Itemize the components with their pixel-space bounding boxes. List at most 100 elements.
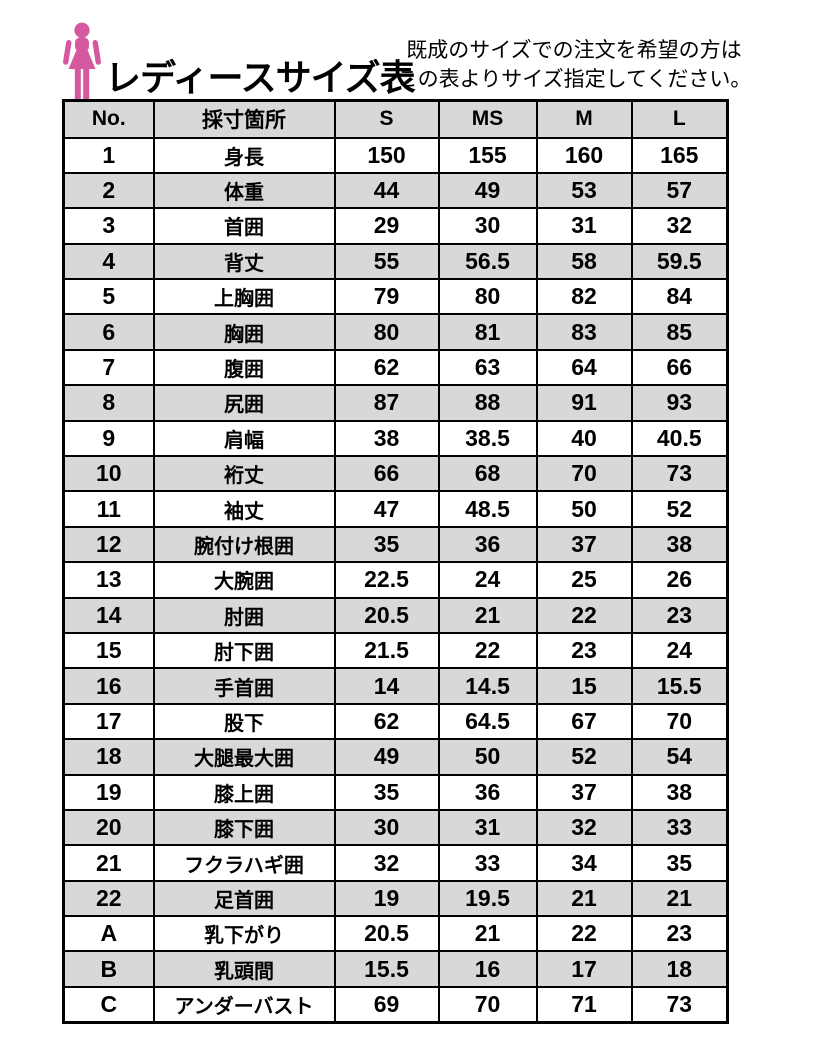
- row-number-cell: 4: [62, 242, 155, 281]
- row-number-cell: 8: [62, 384, 155, 422]
- column-header-part: 採寸箇所: [152, 99, 336, 139]
- size-m-cell: 50: [535, 490, 633, 528]
- row-number-cell: 15: [62, 631, 155, 670]
- size-s-cell: 14: [333, 667, 440, 705]
- table-row: 2 体重 44 49 53 57: [62, 171, 729, 210]
- size-s-cell: 80: [333, 313, 440, 351]
- column-header-no: No.: [62, 99, 155, 139]
- size-m-cell: 25: [535, 561, 633, 599]
- size-ms-cell: 22: [437, 631, 538, 670]
- row-number-cell: 19: [62, 773, 155, 811]
- size-l-cell: 73: [630, 455, 729, 493]
- size-s-cell: 32: [333, 844, 440, 882]
- measurement-name-cell: 乳頭間: [152, 950, 336, 988]
- row-number-cell: 21: [62, 844, 155, 882]
- size-l-cell: 38: [630, 773, 729, 811]
- table-row: 11 袖丈 47 48.5 50 52: [62, 490, 729, 528]
- size-m-cell: 91: [535, 384, 633, 422]
- size-m-cell: 22: [535, 915, 633, 953]
- female-icon: [60, 22, 104, 102]
- row-number-cell: C: [62, 985, 155, 1024]
- size-l-cell: 85: [630, 313, 729, 351]
- size-l-cell: 26: [630, 561, 729, 599]
- size-s-cell: 35: [333, 773, 440, 811]
- size-s-cell: 38: [333, 419, 440, 458]
- size-l-cell: 57: [630, 171, 729, 210]
- row-number-cell: 3: [62, 207, 155, 245]
- size-table-header-row: No. 採寸箇所 S MS M L: [62, 99, 729, 139]
- size-s-cell: 29: [333, 207, 440, 245]
- table-row: 13 大腕囲 22.5 24 25 26: [62, 561, 729, 599]
- size-ms-cell: 49: [437, 171, 538, 210]
- row-number-cell: 14: [62, 596, 155, 634]
- size-m-cell: 82: [535, 278, 633, 316]
- size-ms-cell: 16: [437, 950, 538, 988]
- column-header-s: S: [333, 99, 440, 139]
- size-ms-cell: 50: [437, 738, 538, 776]
- row-number-cell: 11: [62, 490, 155, 528]
- table-row: 10 裄丈 66 68 70 73: [62, 455, 729, 493]
- size-l-cell: 15.5: [630, 667, 729, 705]
- size-ms-cell: 88: [437, 384, 538, 422]
- size-ms-cell: 31: [437, 808, 538, 847]
- size-ms-cell: 38.5: [437, 419, 538, 458]
- size-s-cell: 69: [333, 985, 440, 1024]
- row-number-cell: 1: [62, 136, 155, 174]
- table-row: 22 足首囲 19 19.5 21 21: [62, 879, 729, 918]
- size-s-cell: 20.5: [333, 596, 440, 634]
- size-s-cell: 21.5: [333, 631, 440, 670]
- size-l-cell: 35: [630, 844, 729, 882]
- size-l-cell: 38: [630, 525, 729, 564]
- size-ms-cell: 81: [437, 313, 538, 351]
- row-number-cell: 16: [62, 667, 155, 705]
- size-ms-cell: 36: [437, 525, 538, 564]
- row-number-cell: 17: [62, 702, 155, 741]
- size-m-cell: 31: [535, 207, 633, 245]
- measurement-name-cell: 膝上囲: [152, 773, 336, 811]
- measurement-name-cell: 肘下囲: [152, 631, 336, 670]
- size-m-cell: 71: [535, 985, 633, 1024]
- measurement-name-cell: 足首囲: [152, 879, 336, 918]
- table-row: 9 肩幅 38 38.5 40 40.5: [62, 419, 729, 458]
- size-ms-cell: 56.5: [437, 242, 538, 281]
- size-m-cell: 21: [535, 879, 633, 918]
- size-m-cell: 37: [535, 525, 633, 564]
- measurement-name-cell: 膝下囲: [152, 808, 336, 847]
- table-row: A 乳下がり 20.5 21 22 23: [62, 915, 729, 953]
- row-number-cell: 10: [62, 455, 155, 493]
- row-number-cell: 6: [62, 313, 155, 351]
- size-s-cell: 49: [333, 738, 440, 776]
- size-ms-cell: 30: [437, 207, 538, 245]
- measurement-name-cell: 袖丈: [152, 490, 336, 528]
- note-line-1: 既成のサイズでの注文を希望の方は: [406, 39, 742, 62]
- size-ms-cell: 155: [437, 136, 538, 174]
- size-ms-cell: 48.5: [437, 490, 538, 528]
- size-s-cell: 62: [333, 348, 440, 387]
- size-s-cell: 55: [333, 242, 440, 281]
- measurement-name-cell: 背丈: [152, 242, 336, 281]
- size-ms-cell: 64.5: [437, 702, 538, 741]
- size-ms-cell: 80: [437, 278, 538, 316]
- size-s-cell: 62: [333, 702, 440, 741]
- table-row: 4 背丈 55 56.5 58 59.5: [62, 242, 729, 281]
- row-number-cell: 12: [62, 525, 155, 564]
- size-m-cell: 22: [535, 596, 633, 634]
- size-l-cell: 52: [630, 490, 729, 528]
- row-number-cell: B: [62, 950, 155, 988]
- size-m-cell: 23: [535, 631, 633, 670]
- size-m-cell: 37: [535, 773, 633, 811]
- size-l-cell: 23: [630, 596, 729, 634]
- measurement-name-cell: 肩幅: [152, 419, 336, 458]
- size-l-cell: 66: [630, 348, 729, 387]
- size-l-cell: 93: [630, 384, 729, 422]
- size-m-cell: 15: [535, 667, 633, 705]
- table-row: 14 肘囲 20.5 21 22 23: [62, 596, 729, 634]
- row-number-cell: 2: [62, 171, 155, 210]
- row-number-cell: 9: [62, 419, 155, 458]
- table-row: 6 胸囲 80 81 83 85: [62, 313, 729, 351]
- size-l-cell: 32: [630, 207, 729, 245]
- column-header-ms: MS: [437, 99, 538, 139]
- size-l-cell: 18: [630, 950, 729, 988]
- size-s-cell: 19: [333, 879, 440, 918]
